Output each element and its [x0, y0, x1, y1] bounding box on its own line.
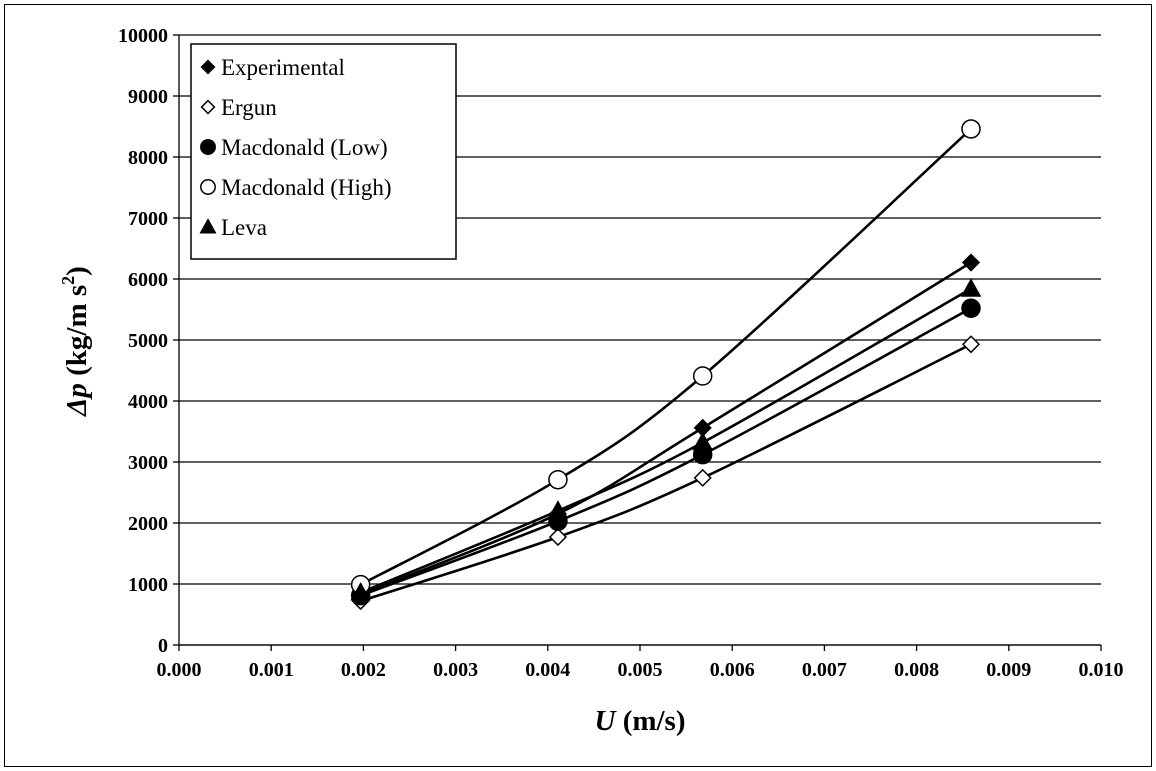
marker-circle-open [200, 179, 216, 195]
x-tick-label: 0.001 [249, 659, 294, 681]
series-line-3 [360, 127, 972, 586]
marker-circle-filled [961, 298, 981, 319]
x-tick-label: 0.004 [525, 659, 570, 681]
marker-circle-open [548, 469, 568, 490]
y-tick-label: 7000 [128, 208, 168, 230]
y-tick-label: 5000 [128, 330, 168, 352]
marker-triangle-filled [199, 218, 217, 234]
y-axis-unit-superscript: 2 [58, 276, 78, 285]
y-axis-unit: (kg/m s [61, 285, 93, 383]
x-tick-label: 0.006 [710, 659, 755, 681]
x-axis-title: U (m/s) [594, 705, 685, 737]
series-line-0 [360, 261, 972, 596]
series-line-4 [360, 287, 972, 594]
y-tick-label: 8000 [128, 147, 168, 169]
legend-label: Leva [221, 215, 267, 240]
marker-diamond-filled [200, 59, 216, 75]
series-markers [350, 119, 982, 611]
legend-entry: Experimental [200, 55, 345, 80]
legend-label: Macdonald (Low) [221, 135, 388, 160]
series-line-1 [360, 343, 972, 603]
x-tick-label: 0.007 [802, 659, 847, 681]
marker-diamond-open [548, 527, 568, 547]
y-axis-var: Δp [61, 383, 93, 417]
y-tick-label: 3000 [128, 452, 168, 474]
legend-label: Macdonald (High) [221, 175, 392, 200]
y-tick-label: 2000 [128, 513, 168, 535]
marker-circle-filled [200, 139, 216, 155]
legend-label: Ergun [221, 95, 277, 120]
legend: Experimental Ergun Macdonald (Low) Macdonal… [190, 43, 457, 260]
y-tick-label: 4000 [128, 391, 168, 413]
marker-triangle-filled [960, 278, 982, 297]
y-tick-labels: 0 1000 2000 3000 4000 5000 6000 7000 8000 9000 100… [118, 25, 168, 657]
x-tick-labels: 0.000 0.001 0.002 0.003 0.004 0.005 0.006 0.007… [157, 659, 1124, 681]
y-tick-label: 1000 [128, 574, 168, 596]
y-tick-label: 10000 [118, 25, 168, 47]
y-tick-label: 9000 [128, 86, 168, 108]
x-tick-label: 0.002 [341, 659, 386, 681]
marker-triangle-filled [692, 431, 713, 451]
x-tick-label: 0.003 [433, 659, 478, 681]
series-lines [360, 127, 972, 603]
marker-triangle-filled [350, 581, 371, 601]
marker-diamond-open [961, 335, 981, 354]
legend-box [190, 43, 457, 260]
y-tick-label: 0 [158, 635, 168, 657]
x-axis-unit: (m/s) [615, 705, 685, 737]
series-line-2 [360, 307, 972, 597]
legend-entry: Leva [199, 215, 267, 240]
x-tick-label: 0.010 [1079, 659, 1124, 681]
x-tick-label: 0.009 [986, 659, 1031, 681]
x-tick-label: 0.005 [618, 659, 663, 681]
axes [173, 34, 1102, 651]
y-axis-title: Δp (kg/m s2) [58, 266, 93, 417]
marker-circle-open [692, 366, 713, 386]
marker-circle-open [961, 119, 981, 139]
x-tick-label: 0.008 [894, 659, 939, 681]
y-axis-unit-close: ) [61, 266, 93, 276]
marker-diamond-open [200, 99, 216, 115]
marker-diamond-open [693, 468, 712, 487]
marker-diamond-filled [961, 253, 981, 272]
marker-triangle-filled [547, 500, 569, 519]
x-tick-label: 0.000 [157, 659, 202, 681]
legend-entry: Ergun [200, 95, 277, 120]
x-axis-var: U [594, 705, 617, 737]
legend-label: Experimental [221, 55, 345, 80]
legend-entry: Macdonald (Low) [200, 135, 388, 160]
legend-entry: Macdonald (High) [200, 175, 392, 200]
y-tick-label: 6000 [128, 269, 168, 291]
